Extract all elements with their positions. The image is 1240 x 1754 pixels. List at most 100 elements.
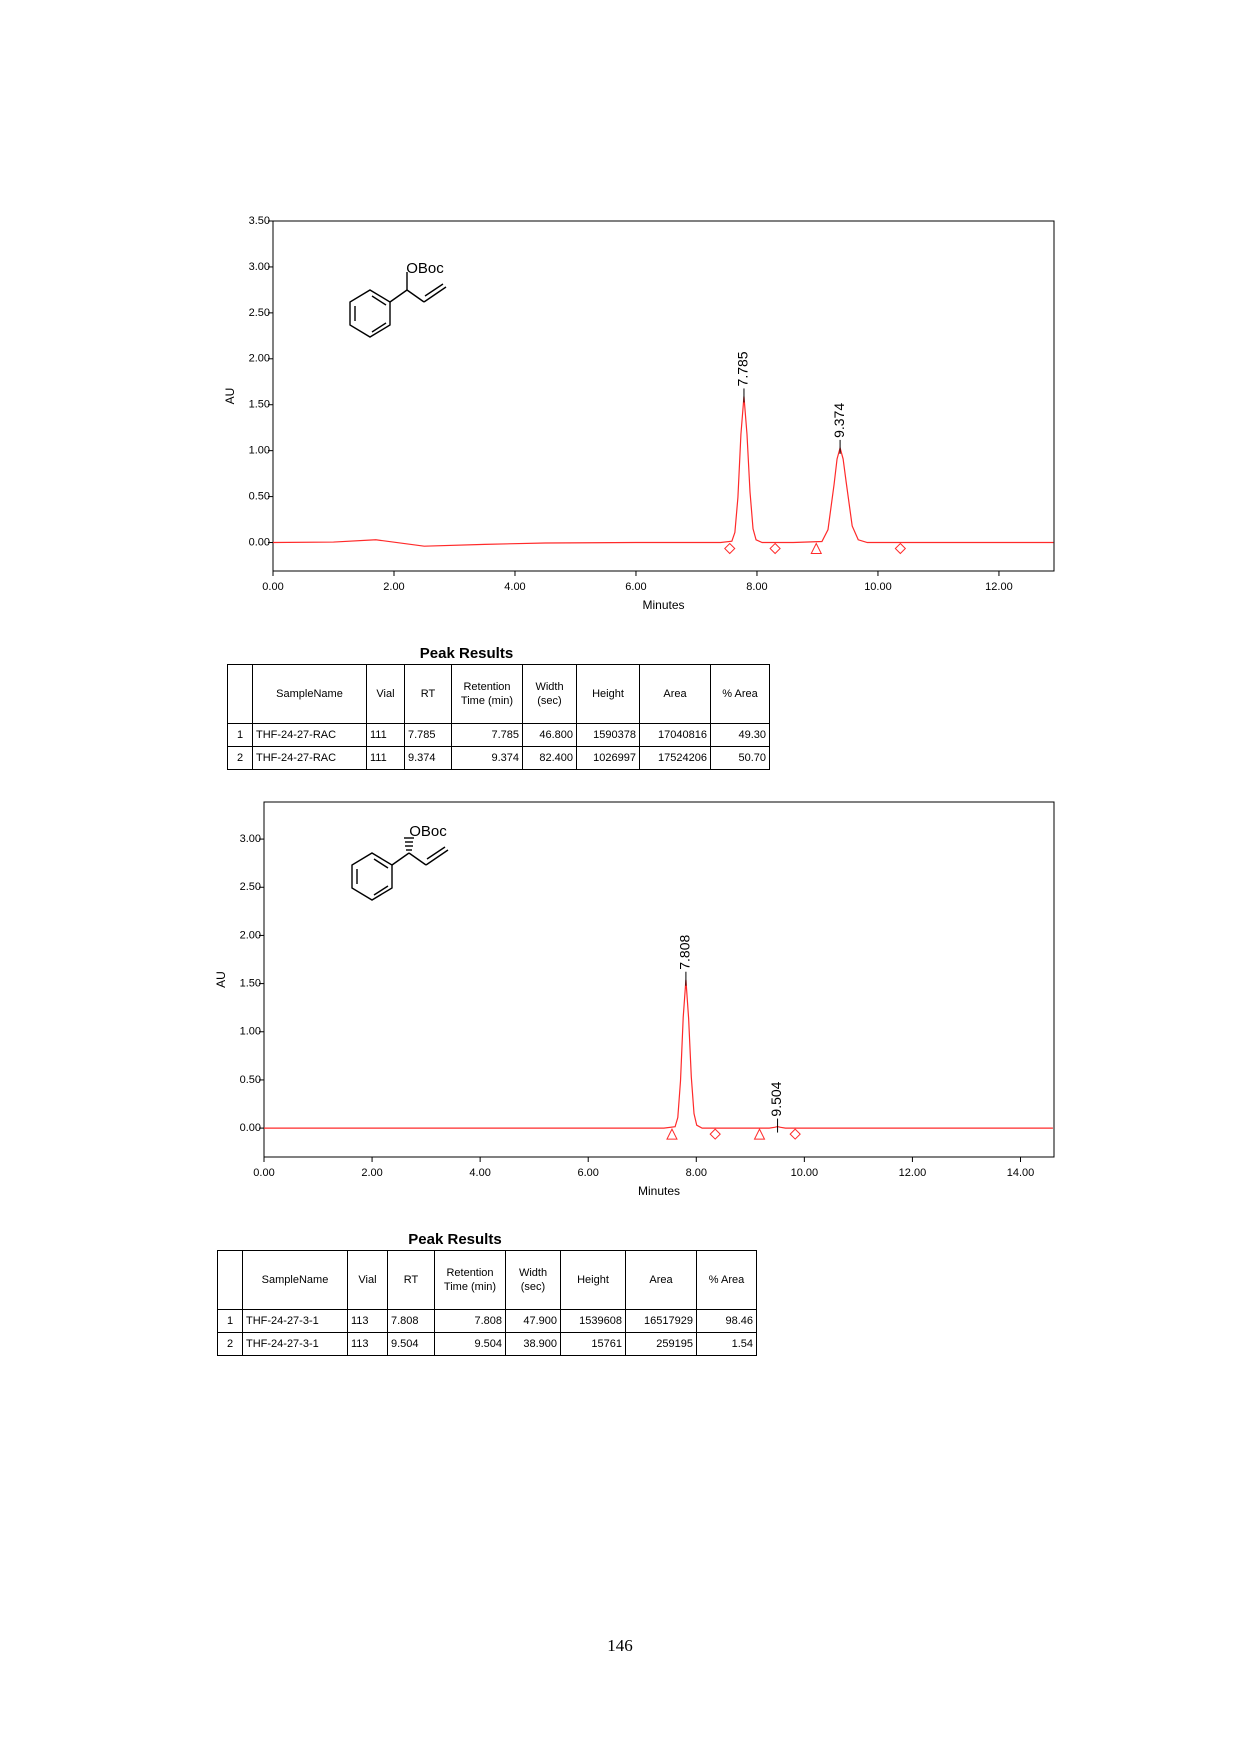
header-cell <box>227 664 253 724</box>
y-tick-label: 0.50 <box>249 490 270 502</box>
integration-marker <box>769 542 781 555</box>
integration-marker <box>709 1128 721 1140</box>
integration-marker <box>666 1127 678 1140</box>
data-cell: 47.900 <box>505 1309 561 1333</box>
data-cell: 9.504 <box>434 1332 506 1356</box>
data-cell: 7.808 <box>434 1309 506 1333</box>
data-cell: 7.808 <box>387 1309 435 1333</box>
data-row: 1 THF-24-27-3-1 113 7.808 7.808 47.900 1539608… <box>217 1309 757 1333</box>
table-title: Peak Results <box>408 1231 502 1248</box>
data-cell: 113 <box>347 1309 388 1333</box>
header-cell: Vial <box>366 664 405 724</box>
header-cell: Retention Time (min) <box>434 1250 506 1310</box>
y-tick-label: 2.00 <box>240 929 261 941</box>
data-cell: 1539608 <box>560 1309 626 1333</box>
structure-label: OBoc <box>406 260 444 277</box>
x-tick-label: 8.00 <box>746 581 767 593</box>
data-cell: 9.504 <box>387 1332 435 1356</box>
structure-1 <box>349 272 447 338</box>
data-cell: 82.400 <box>522 746 577 770</box>
y-tick-label: 0.00 <box>249 536 270 548</box>
data-cell: 7.785 <box>451 723 523 747</box>
peak-table-2: Peak Results SampleName Vial RT Retention Ti… <box>217 1231 757 1356</box>
trace <box>272 396 1054 547</box>
page-number: 146 <box>607 1636 633 1655</box>
x-tick-label: 8.00 <box>686 1167 707 1179</box>
y-tick-label: 2.50 <box>240 881 261 893</box>
data-cell: 259195 <box>625 1332 697 1356</box>
x-tick-label: 6.00 <box>625 581 646 593</box>
plot-frame <box>272 220 1055 572</box>
integration-marker <box>724 542 736 555</box>
data-cell: 50.70 <box>710 746 770 770</box>
data-cell: 17040816 <box>639 723 711 747</box>
peak-label: 9.374 <box>831 403 847 438</box>
x-tick-label: 0.00 <box>262 581 283 593</box>
data-cell: 9.374 <box>404 746 452 770</box>
data-cell: 1 <box>217 1309 243 1333</box>
y-tick-label: 0.50 <box>240 1074 261 1086</box>
data-cell: 1026997 <box>576 746 640 770</box>
data-cell: 9.374 <box>451 746 523 770</box>
structure-label: OBoc <box>409 823 447 840</box>
header-cell: SampleName <box>252 664 367 724</box>
header-cell: Area <box>639 664 711 724</box>
x-tick-label: 2.00 <box>383 581 404 593</box>
x-tick-label: 0.00 <box>253 1167 274 1179</box>
plot-frame <box>263 801 1055 1158</box>
y-tick-label: 3.50 <box>249 215 270 227</box>
header-row: SampleName Vial RT Retention Time (min) Widt… <box>227 664 770 724</box>
data-cell: 38.900 <box>505 1332 561 1356</box>
chromatogram: OBoc 0.00 0.50 1.00 1.50 2.00 2.50 3.00 3.50 0.00… <box>223 215 1055 612</box>
y-tick-label: 2.50 <box>249 307 270 319</box>
y-tick-label: 1.00 <box>249 445 270 457</box>
data-cell: 1590378 <box>576 723 640 747</box>
y-tick-label: 2.00 <box>249 353 270 365</box>
header-cell: Width (sec) <box>522 664 577 724</box>
x-axis-label: Minutes <box>638 1184 680 1198</box>
x-tick-label: 14.00 <box>1007 1167 1035 1179</box>
header-cell: % Area <box>710 664 770 724</box>
data-cell: 111 <box>366 746 405 770</box>
data-cell: 46.800 <box>522 723 577 747</box>
x-tick-label: 6.00 <box>578 1167 599 1179</box>
header-row: SampleName Vial RT Retention Time (min) Widt… <box>217 1250 757 1310</box>
header-cell: Width (sec) <box>505 1250 561 1310</box>
structure-2 <box>351 837 449 901</box>
data-cell: 7.785 <box>404 723 452 747</box>
data-cell: 17524206 <box>639 746 711 770</box>
y-tick-label: 1.50 <box>249 399 270 411</box>
header-cell: % Area <box>696 1250 757 1310</box>
integration-marker <box>810 542 823 555</box>
data-cell: 16517929 <box>625 1309 697 1333</box>
x-axis-label: Minutes <box>642 598 684 612</box>
data-cell: THF-24-27-3-1 <box>242 1309 348 1333</box>
data-cell: THF-24-27-3-1 <box>242 1332 348 1356</box>
x-tick-label: 10.00 <box>864 581 892 593</box>
header-cell: Retention Time (min) <box>451 664 523 724</box>
x-tick-label: 12.00 <box>899 1167 927 1179</box>
x-tick-label: 12.00 <box>985 581 1013 593</box>
peak-label: 9.504 <box>768 1081 784 1116</box>
x-tick-label: 4.00 <box>469 1167 490 1179</box>
integration-marker <box>789 1128 801 1140</box>
data-cell: 1.54 <box>696 1332 757 1356</box>
y-axis-label: AU <box>223 388 237 405</box>
table-title: Peak Results <box>419 645 514 662</box>
integration-marker <box>894 542 907 555</box>
x-tick-label: 10.00 <box>791 1167 819 1179</box>
chromatogram: OBoc 0.00 0.50 1.00 1.50 2.00 2.50 3.00 0.00 2.00… <box>214 801 1055 1198</box>
data-cell: 113 <box>347 1332 388 1356</box>
data-row: 2 THF-24-27-3-1 113 9.504 9.504 38.900 15761 25… <box>217 1332 757 1356</box>
header-cell <box>217 1250 243 1310</box>
y-tick-label: 1.50 <box>240 978 261 990</box>
header-cell: RT <box>404 664 452 724</box>
y-tick-label: 3.00 <box>240 833 261 845</box>
header-cell: Vial <box>347 1250 388 1310</box>
header-cell: Height <box>576 664 640 724</box>
data-cell: 15761 <box>560 1332 626 1356</box>
header-cell: Area <box>625 1250 697 1310</box>
data-row: 2 THF-24-27-RAC 111 9.374 9.374 82.400 1026997… <box>227 746 770 770</box>
